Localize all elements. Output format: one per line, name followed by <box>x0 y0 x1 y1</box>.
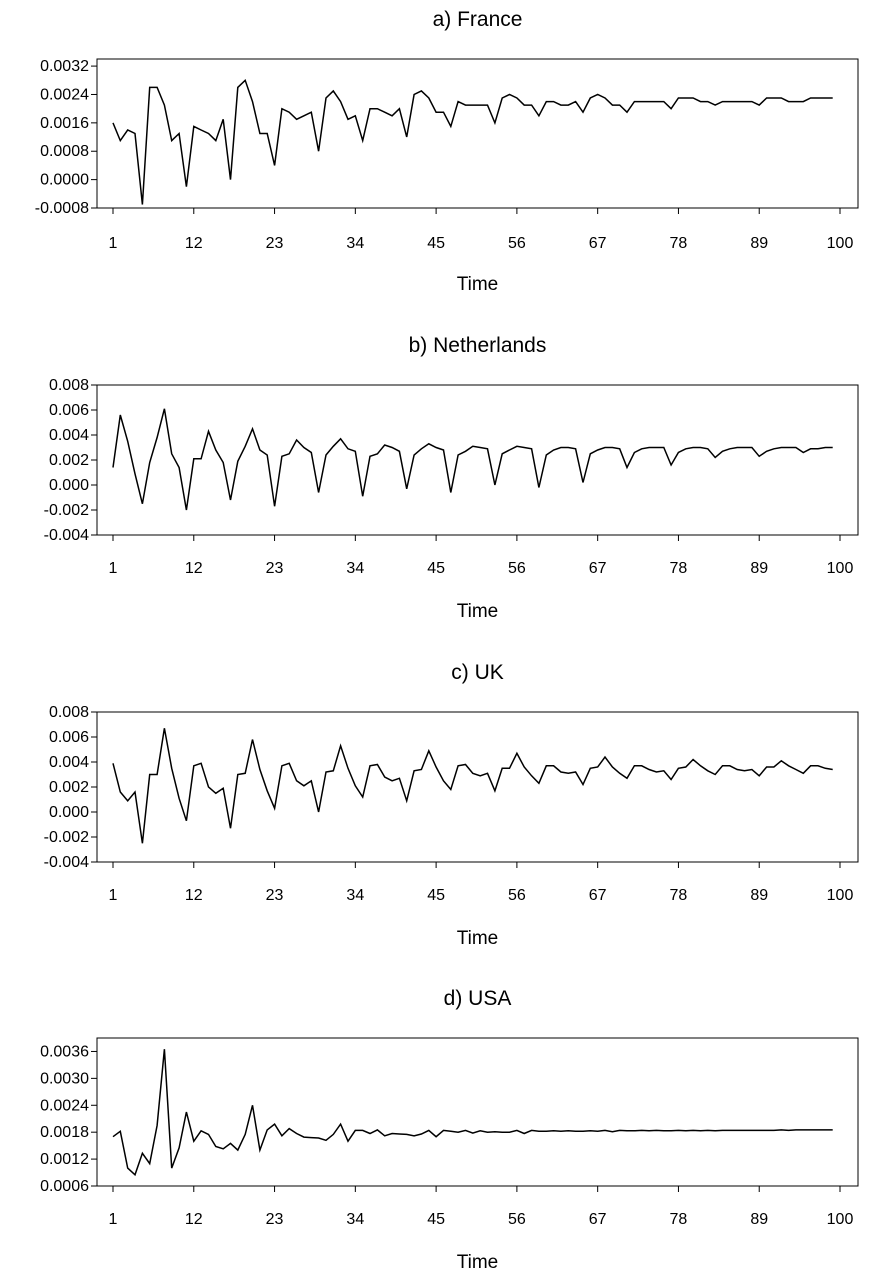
plot-frame-uk <box>96 711 859 863</box>
y-tick-label: 0.008 <box>49 704 89 721</box>
y-tick-label: 0.004 <box>49 754 89 771</box>
x-tick-label: 45 <box>427 887 445 904</box>
x-tick-label: 56 <box>508 1211 526 1228</box>
y-tick-label: 0.0006 <box>40 1178 89 1195</box>
x-tick-label: 56 <box>508 887 526 904</box>
chart-title-usa: d) USA <box>444 987 512 1010</box>
x-tick-label: 78 <box>670 560 688 577</box>
series-line-france <box>112 78 833 205</box>
x-axis-label-usa: Time <box>457 1252 499 1273</box>
y-tick-label: 0.006 <box>49 729 89 746</box>
y-tick-label: -0.002 <box>44 829 89 846</box>
y-tick-label: -0.0008 <box>35 200 89 217</box>
y-tick-label: 0.0000 <box>40 172 89 189</box>
x-axis-label-uk: Time <box>457 928 499 949</box>
x-tick-label: 78 <box>670 235 688 252</box>
x-tick-label: 89 <box>750 560 768 577</box>
y-tick-label: -0.004 <box>44 527 89 544</box>
y-tick-label: 0.0012 <box>40 1151 89 1168</box>
series-line-uk <box>112 728 833 844</box>
y-tick-label: 0.0036 <box>40 1043 89 1060</box>
y-tick-label: 0.0016 <box>40 115 89 132</box>
x-tick-label: 78 <box>670 1211 688 1228</box>
y-tick-label: 0.0032 <box>40 58 89 75</box>
x-tick-label: 67 <box>589 560 607 577</box>
series-line-usa <box>112 1049 833 1177</box>
y-tick-label: 0.004 <box>49 427 89 444</box>
chart-title-netherlands: b) Netherlands <box>409 334 547 357</box>
x-tick-label: 78 <box>670 887 688 904</box>
x-tick-label: 12 <box>185 887 203 904</box>
plot-frame-netherlands <box>96 384 859 536</box>
y-tick-label: 0.006 <box>49 402 89 419</box>
x-tick-label: 67 <box>589 1211 607 1228</box>
y-tick-label: -0.004 <box>44 854 89 871</box>
y-tick-label: -0.002 <box>44 502 89 519</box>
y-tick-label: 0.0024 <box>40 86 89 103</box>
x-tick-label: 23 <box>266 560 284 577</box>
y-tick-label: 0.0024 <box>40 1097 89 1114</box>
y-tick-label: 0.002 <box>49 779 89 796</box>
x-tick-label: 23 <box>266 1211 284 1228</box>
x-tick-label: 56 <box>508 560 526 577</box>
x-tick-label: 89 <box>750 1211 768 1228</box>
y-tick-label: 0.000 <box>49 804 89 821</box>
x-tick-label: 100 <box>827 1211 854 1228</box>
x-tick-label: 12 <box>185 1211 203 1228</box>
x-tick-label: 100 <box>827 560 854 577</box>
series-line-netherlands <box>112 408 833 511</box>
y-tick-label: 0.008 <box>49 377 89 394</box>
y-tick-label: 0.000 <box>49 477 89 494</box>
y-tick-label: 0.0008 <box>40 143 89 160</box>
x-tick-label: 89 <box>750 887 768 904</box>
x-tick-label: 34 <box>346 235 364 252</box>
x-tick-label: 45 <box>427 235 445 252</box>
plot-frame-france <box>96 58 859 209</box>
x-tick-label: 45 <box>427 560 445 577</box>
x-tick-label: 67 <box>589 887 607 904</box>
y-tick-label: 0.0018 <box>40 1124 89 1141</box>
x-tick-label: 34 <box>346 887 364 904</box>
chart-title-uk: c) UK <box>451 661 504 684</box>
x-tick-label: 1 <box>109 887 118 904</box>
x-axis-label-netherlands: Time <box>457 601 499 622</box>
x-tick-label: 89 <box>750 235 768 252</box>
x-tick-label: 1 <box>109 560 118 577</box>
x-tick-label: 12 <box>185 560 203 577</box>
x-tick-label: 100 <box>827 887 854 904</box>
x-tick-label: 56 <box>508 235 526 252</box>
x-axis-label-france: Time <box>457 274 499 295</box>
x-tick-label: 67 <box>589 235 607 252</box>
x-tick-label: 34 <box>346 560 364 577</box>
x-tick-label: 45 <box>427 1211 445 1228</box>
x-tick-label: 1 <box>109 1211 118 1228</box>
plot-frame-usa <box>96 1037 859 1187</box>
y-tick-label: 0.002 <box>49 452 89 469</box>
x-tick-label: 23 <box>266 235 284 252</box>
y-tick-label: 0.0030 <box>40 1070 89 1087</box>
x-tick-label: 12 <box>185 235 203 252</box>
x-tick-label: 23 <box>266 887 284 904</box>
x-tick-label: 1 <box>109 235 118 252</box>
x-tick-label: 100 <box>827 235 854 252</box>
chart-title-france: a) France <box>433 8 523 31</box>
x-tick-label: 34 <box>346 1211 364 1228</box>
